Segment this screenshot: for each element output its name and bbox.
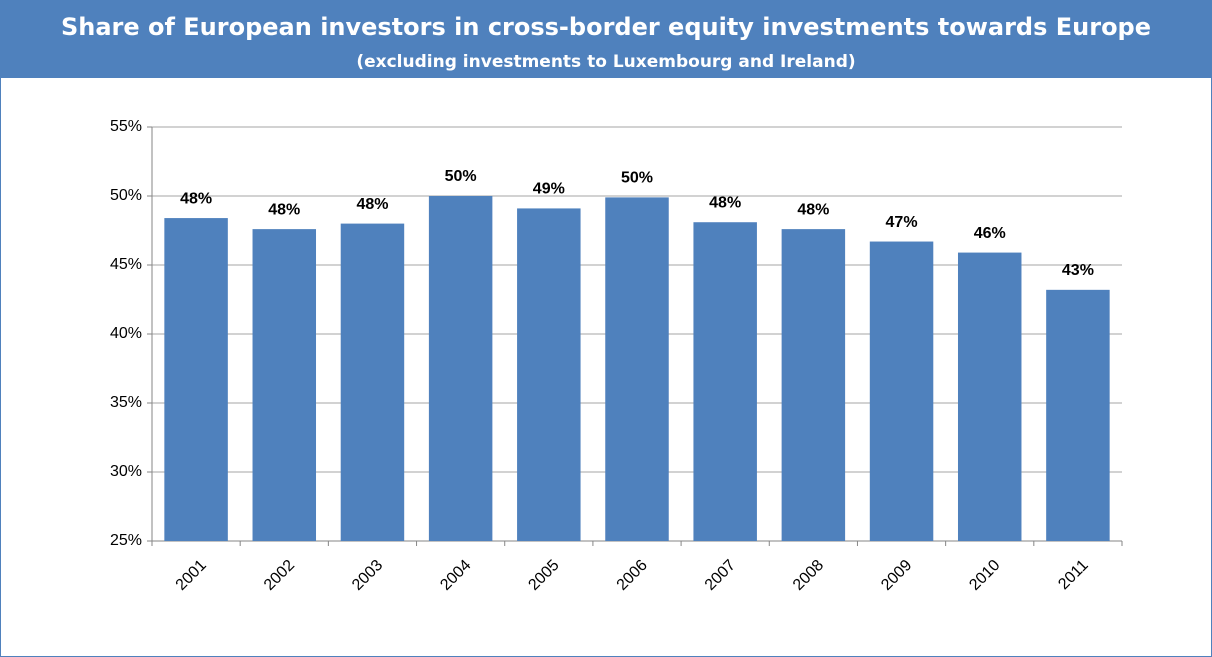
value-label: 46%: [974, 225, 1006, 242]
value-label: 48%: [180, 190, 212, 207]
bar: [693, 222, 757, 541]
y-tick-label: 50%: [110, 187, 142, 204]
value-label: 50%: [621, 170, 653, 187]
value-label: 50%: [445, 168, 477, 185]
y-tick-label: 55%: [110, 118, 142, 135]
value-label: 43%: [1062, 262, 1094, 279]
y-tick-label: 30%: [110, 463, 142, 480]
bar: [428, 196, 493, 541]
value-label: 48%: [797, 201, 829, 218]
bar: [869, 241, 934, 542]
y-tick-label: 25%: [110, 532, 142, 549]
value-label: 48%: [268, 201, 300, 218]
bar: [252, 229, 317, 541]
chart-subtitle: (excluding investments to Luxembourg and…: [356, 52, 855, 72]
bar: [517, 208, 581, 542]
value-label: 49%: [533, 181, 565, 198]
bar: [1046, 289, 1110, 541]
chart-title: Share of European investors in cross-bor…: [61, 13, 1151, 41]
value-label: 47%: [886, 214, 918, 231]
bar: [957, 252, 1022, 541]
bar: [605, 197, 669, 541]
y-tick-label: 45%: [110, 256, 142, 273]
value-label: 48%: [709, 194, 741, 211]
y-tick-label: 40%: [110, 325, 142, 342]
y-tick-label: 35%: [110, 394, 142, 411]
value-label: 48%: [356, 196, 388, 213]
bar: [340, 223, 405, 541]
header-band: [0, 0, 1212, 78]
bar: [781, 229, 846, 541]
bar: [164, 218, 228, 541]
